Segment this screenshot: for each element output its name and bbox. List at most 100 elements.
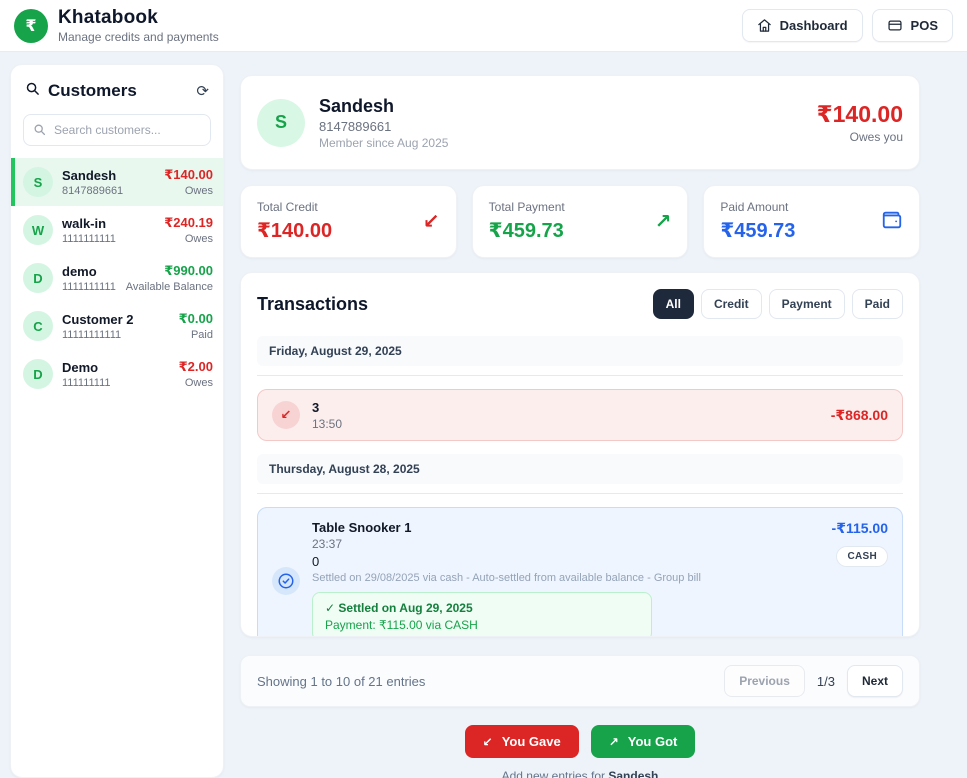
content-area: Customers ⟳ S Sandesh 8147889661 ₹140 [0, 52, 967, 778]
customer-row-sandesh[interactable]: S Sandesh 8147889661 ₹140.00 Owes [11, 158, 223, 206]
transaction-amount: -₹868.00 [830, 406, 888, 423]
customer-info: demo 1111111111 [62, 264, 116, 293]
transaction-time: 13:50 [312, 416, 343, 431]
pos-button-label: POS [910, 18, 938, 33]
profile-phone: 8147889661 [319, 118, 392, 134]
stat-value: ₹459.73 [720, 220, 796, 242]
customer-name: Customer 2 [62, 311, 134, 327]
customer-status: Paid [190, 329, 213, 341]
customer-name: Demo [62, 359, 99, 375]
payment-method-badge: CASH [836, 546, 888, 567]
pagination-summary: Showing 1 to 10 of 21 entries [257, 673, 426, 689]
avatar: S [23, 167, 53, 197]
avatar: D [23, 263, 53, 293]
customers-sidebar: Customers ⟳ S Sandesh 8147889661 ₹140 [10, 64, 224, 778]
customer-info: walk-in 1111111111 [62, 216, 116, 245]
you-gave-button[interactable]: ↙ You Gave [464, 725, 579, 758]
customer-profile-card: S Sandesh 8147889661 Member since Aug 20… [240, 75, 920, 170]
customer-row-walk-in[interactable]: W walk-in 1111111111 ₹240.19 Owes [11, 206, 223, 254]
hint-customer-name: Sandesh [608, 769, 659, 778]
customer-status: Available Balance [125, 281, 213, 293]
customer-phone: 11111111111 [62, 328, 122, 341]
filter-all[interactable]: All [652, 289, 694, 319]
stat-label: Total Payment [488, 200, 565, 214]
settlement-box: ✓ Settled on Aug 29, 2025 Payment: ₹115.… [312, 592, 652, 636]
customer-balance: ₹2.00 Owes [179, 359, 213, 389]
profile-name: Sandesh [319, 95, 395, 116]
divider [257, 375, 903, 376]
customer-name: Sandesh [62, 167, 117, 183]
profile-amount-label: Owes you [849, 130, 903, 144]
arrow-down-left-icon: ↙ [422, 210, 440, 233]
customer-amount: ₹140.00 [164, 167, 213, 182]
total-payment-card: Total Payment ₹459.73 ↗ [471, 185, 689, 258]
customers-title: Customers [48, 81, 137, 100]
customer-balance: ₹240.19 Owes [164, 215, 213, 245]
customer-row-demo-lower[interactable]: D demo 1111111111 ₹990.00 Available Bala… [11, 254, 223, 302]
wallet-icon [881, 209, 903, 235]
stat-value: ₹140.00 [257, 220, 333, 242]
profile-amount: ₹140.00 [816, 101, 903, 127]
arrow-down-left-icon: ↙ [482, 734, 493, 749]
rupee-logo-icon: ₹ [14, 8, 48, 43]
transaction-info: Table Snooker 1 23:37 0 Settled on 29/08… [312, 520, 701, 636]
customer-amount: ₹990.00 [164, 263, 213, 278]
app-subtitle: Manage credits and payments [58, 30, 219, 44]
customer-info: Demo 111111111 [62, 360, 111, 389]
main-panel: S Sandesh 8147889661 Member since Aug 20… [240, 64, 921, 778]
customer-status: Owes [184, 377, 213, 389]
dashboard-button[interactable]: Dashboard [741, 9, 863, 42]
pagination-bar: Showing 1 to 10 of 21 entries Previous 1… [240, 655, 920, 707]
transaction-filters: All Credit Payment Paid [652, 289, 903, 319]
previous-button[interactable]: Previous [724, 665, 805, 697]
profile-balance: ₹140.00 Owes you [817, 101, 903, 144]
customer-amount: ₹2.00 [178, 359, 213, 374]
total-credit-card: Total Credit ₹140.00 ↙ [240, 185, 457, 258]
transaction-time: 23:37 [312, 537, 343, 551]
customer-info: Customer 2 11111111111 [62, 312, 134, 341]
arrow-down-left-icon: ↙ [272, 401, 300, 429]
transaction-note: Settled on 29/08/2025 via cash - Auto-se… [312, 572, 701, 584]
transaction-quantity: 0 [312, 554, 320, 569]
app-title: Khatabook [58, 7, 158, 28]
customer-status: Owes [184, 185, 213, 197]
arrow-up-right-icon: ↗ [654, 210, 672, 233]
profile-info: Sandesh 8147889661 Member since Aug 2025 [319, 96, 448, 150]
pagination-controls: Previous 1/3 Next [724, 665, 903, 697]
customer-list: S Sandesh 8147889661 ₹140.00 Owes W walk… [11, 158, 223, 398]
avatar: C [23, 311, 53, 341]
transaction-list: Friday, August 29, 2025 ↙ 3 13:50 -₹868.… [257, 336, 903, 636]
customer-name: demo [62, 263, 97, 279]
profile-avatar: S [257, 98, 305, 147]
card-icon [887, 18, 903, 33]
customer-status: Owes [184, 233, 213, 245]
transaction-row-credit[interactable]: ↙ 3 13:50 -₹868.00 [257, 389, 903, 441]
hint-prefix: Add new entries for [501, 769, 609, 778]
pos-button[interactable]: POS [871, 9, 953, 42]
you-got-label: You Got [627, 734, 678, 749]
check-circle-icon [272, 566, 300, 595]
customer-row-customer-2[interactable]: C Customer 2 11111111111 ₹0.00 Paid [11, 302, 223, 350]
customer-amount: ₹240.19 [164, 215, 213, 230]
filter-credit[interactable]: Credit [700, 289, 762, 319]
entry-buttons: ↙ You Gave ↗ You Got [240, 725, 920, 758]
transaction-title: Table Snooker 1 [312, 520, 412, 535]
customer-balance: ₹140.00 Owes [164, 167, 213, 197]
customer-balance: ₹990.00 Available Balance [126, 263, 213, 293]
app-header: ₹ Khatabook Manage credits and payments … [0, 0, 967, 52]
next-button[interactable]: Next [846, 665, 903, 697]
refresh-icon[interactable]: ⟳ [196, 82, 209, 100]
profile-member-since: Member since Aug 2025 [319, 135, 449, 150]
arrow-up-right-icon: ↗ [608, 734, 619, 749]
search-customers-input[interactable] [23, 114, 211, 146]
customer-phone: 1111111111 [62, 280, 116, 293]
customer-row-demo-upper[interactable]: D Demo 111111111 ₹2.00 Owes [11, 350, 223, 398]
you-got-button[interactable]: ↗ You Got [590, 725, 696, 758]
transaction-row-payment[interactable]: Table Snooker 1 23:37 0 Settled on 29/08… [257, 507, 903, 636]
avatar: D [23, 359, 53, 389]
date-group-header: Thursday, August 28, 2025 [257, 454, 903, 484]
filter-paid[interactable]: Paid [851, 289, 903, 319]
filter-payment[interactable]: Payment [768, 289, 845, 319]
customer-name: walk-in [62, 215, 107, 231]
